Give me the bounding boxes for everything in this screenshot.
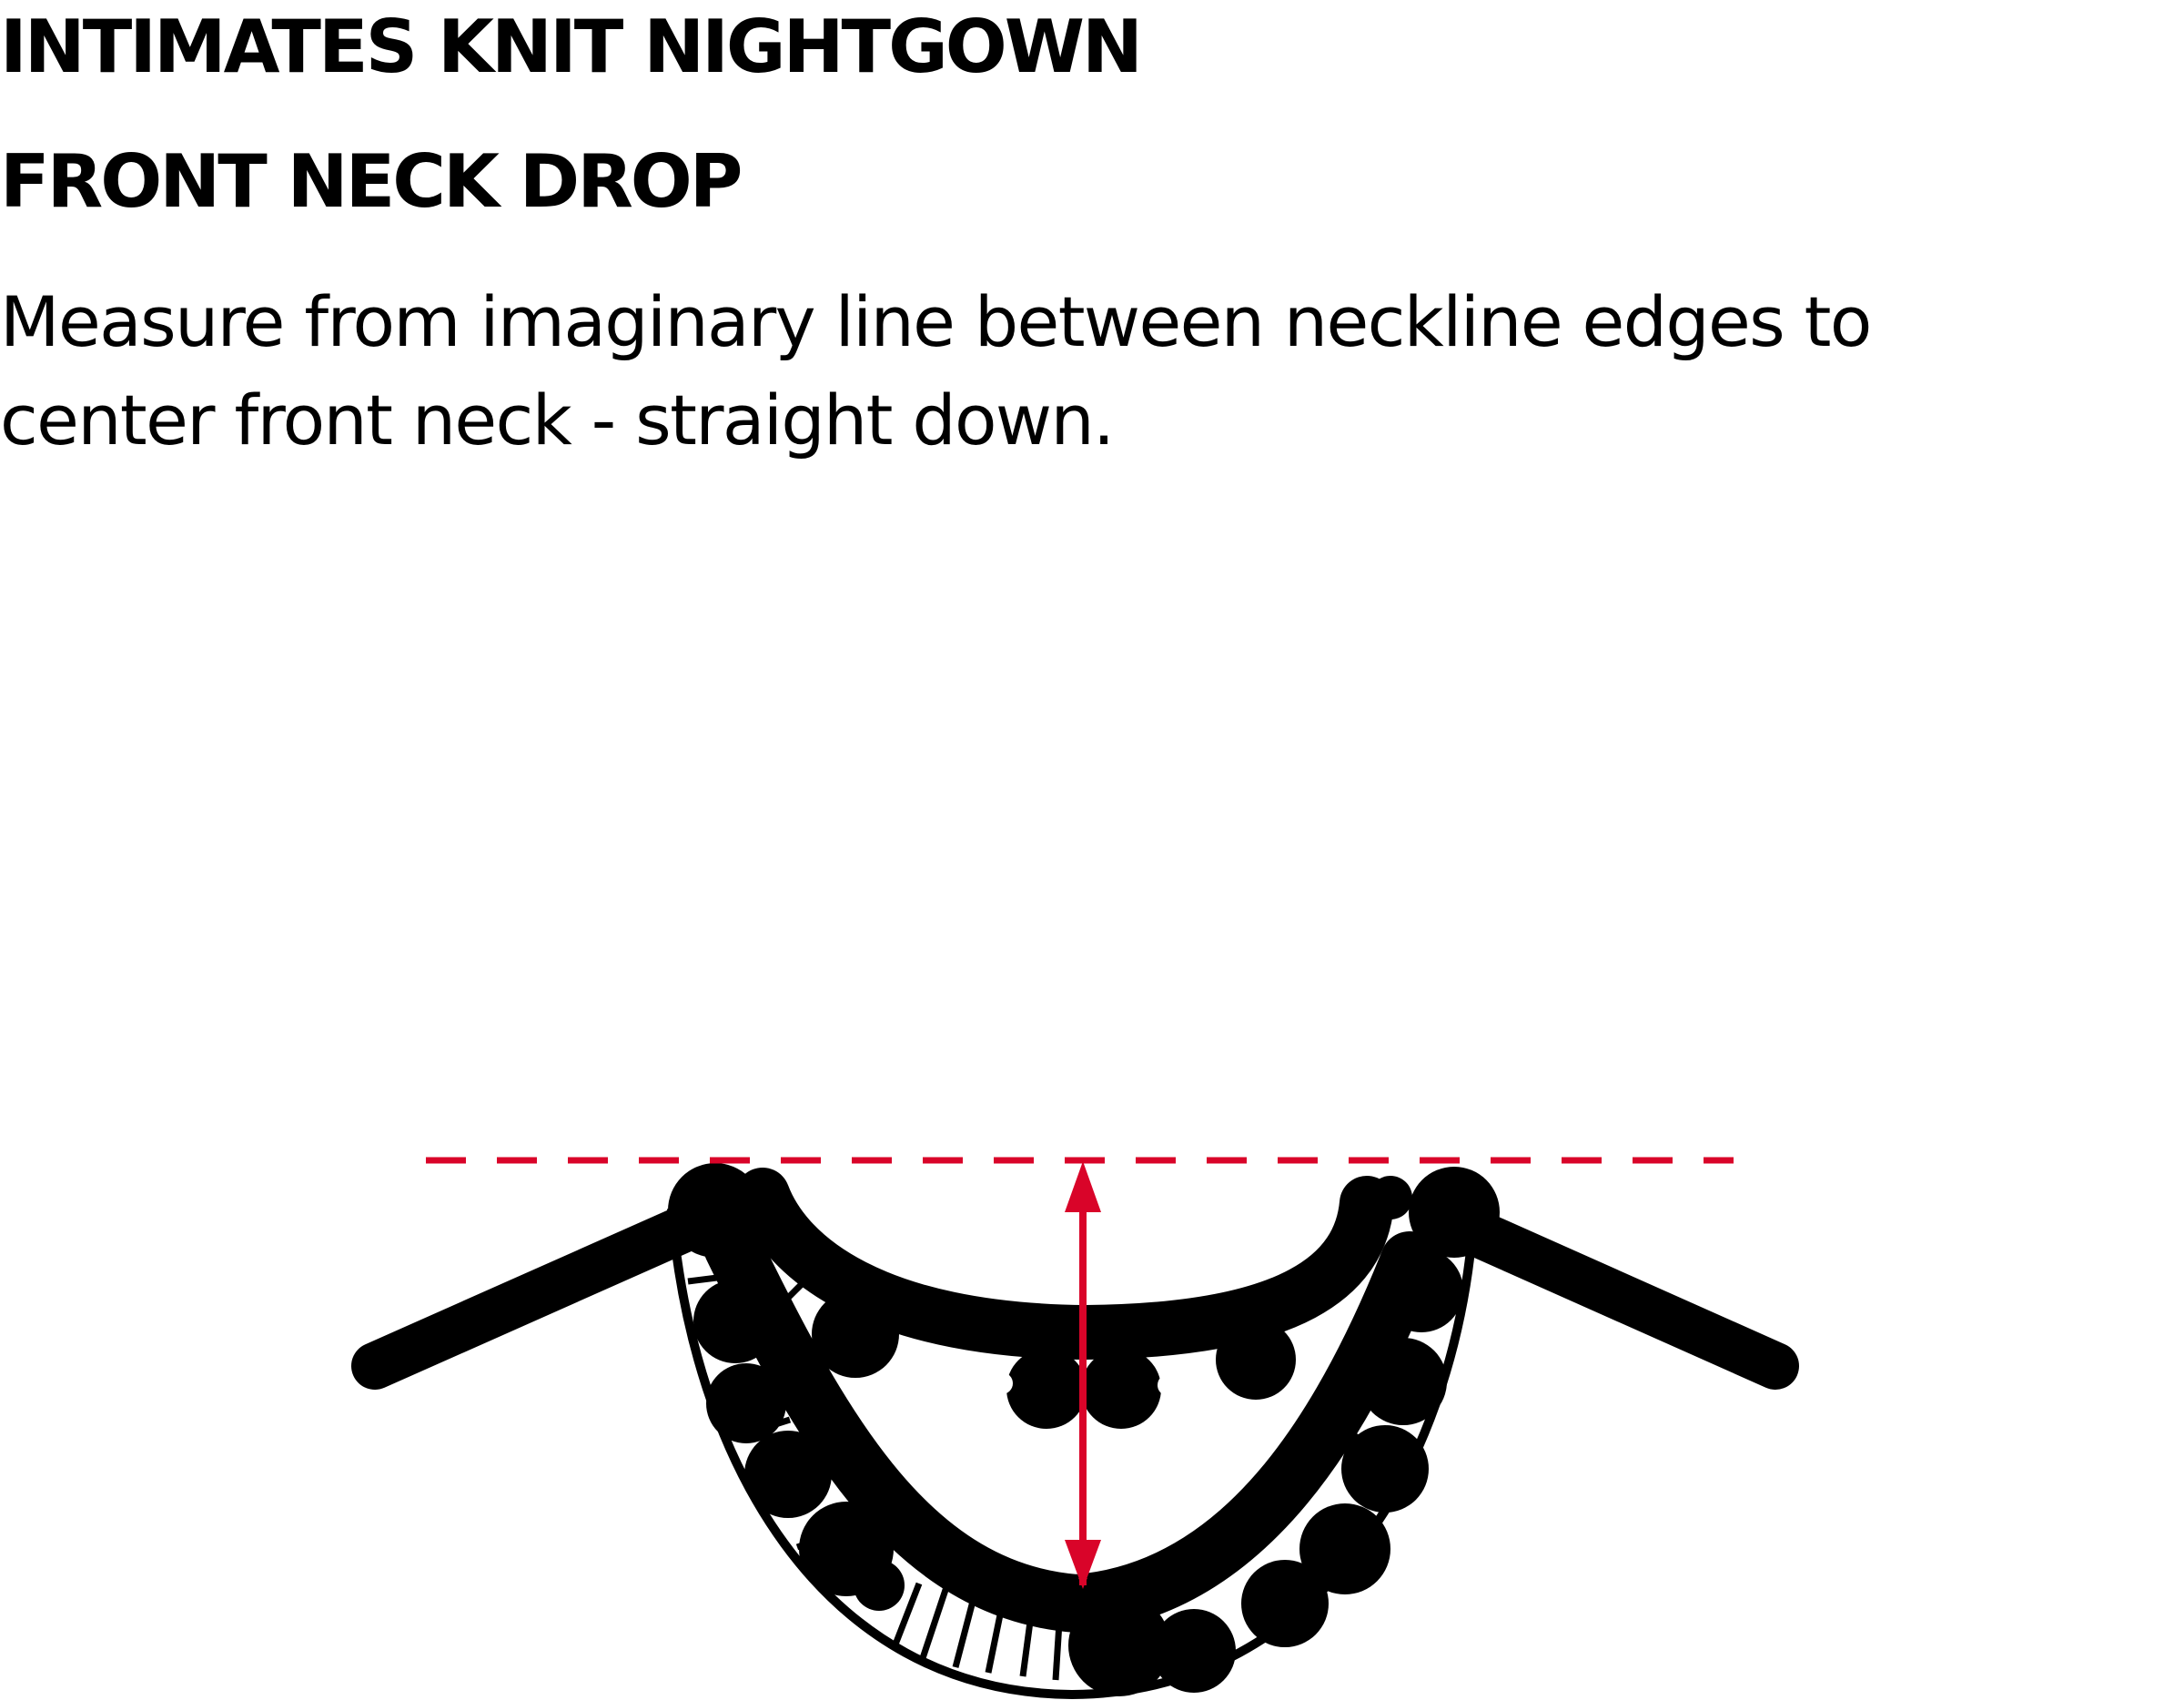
arrow-head-bottom: [1065, 1540, 1101, 1589]
front-neck-band: [703, 1218, 1439, 1634]
right-shoulder-line: [1443, 1205, 1799, 1390]
measurement-instructions: Measure from imaginary line between neck…: [0, 281, 1872, 460]
arrow-head-top: [1065, 1161, 1101, 1212]
garment-illustration: [351, 1163, 1799, 1700]
measurement-name: FRONT NECK DROP: [0, 139, 743, 224]
band-scallops: [668, 1163, 1500, 1696]
band-gaps: [991, 1372, 1179, 1396]
page-title: INTIMATES KNIT NIGHTGOWN: [0, 5, 1143, 89]
left-shoulder-line: [351, 1205, 708, 1390]
